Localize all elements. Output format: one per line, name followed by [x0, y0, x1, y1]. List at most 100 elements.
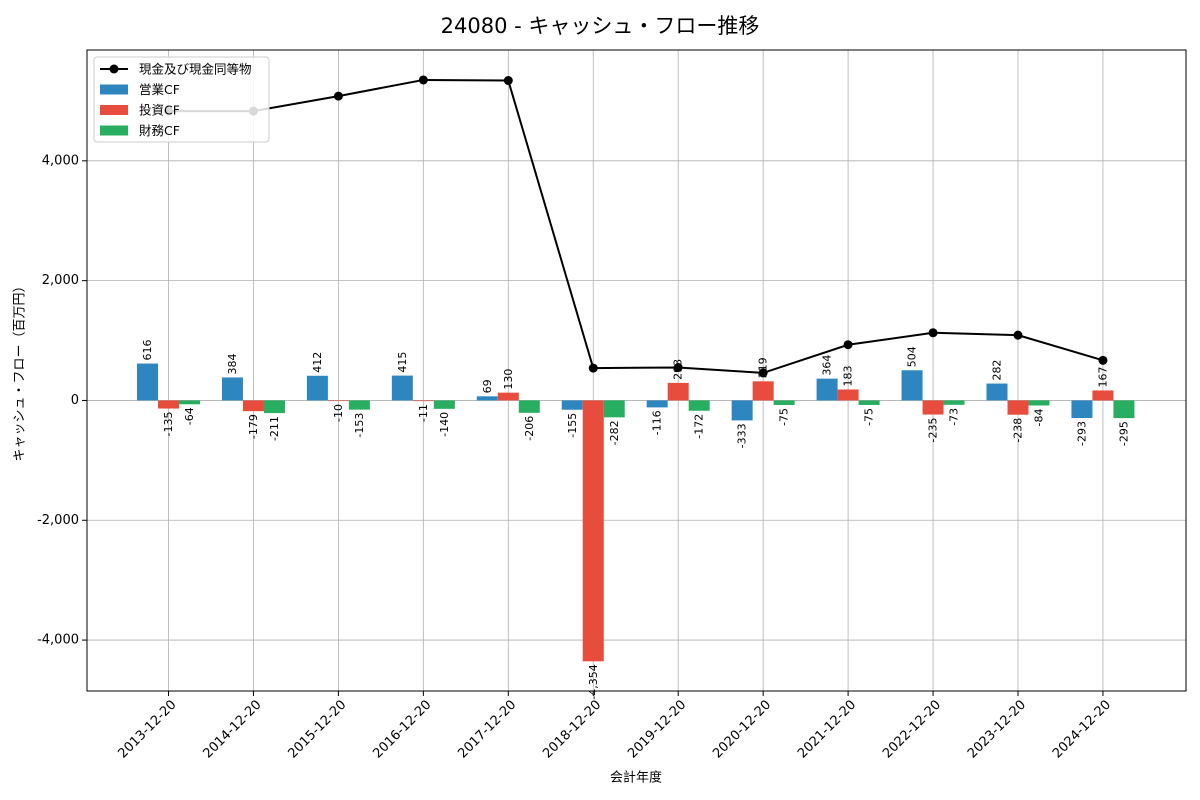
- line-point: [928, 328, 938, 338]
- x-tick-label: 2015-12-20: [285, 697, 349, 761]
- x-tick-label: 2019-12-20: [625, 697, 689, 761]
- data-label: -11: [417, 404, 430, 422]
- bar-投資CF: [158, 400, 179, 409]
- data-label: 384: [226, 353, 239, 374]
- data-label: 69: [481, 379, 494, 393]
- data-label: -75: [778, 408, 791, 426]
- bar-投資CF: [1007, 400, 1029, 415]
- bar-営業CF: [986, 383, 1008, 401]
- bar-投資CF: [837, 389, 859, 401]
- line-point: [503, 76, 513, 86]
- data-label: -73: [948, 408, 961, 426]
- bar-投資CF: [667, 382, 689, 401]
- legend-swatch: [100, 84, 128, 95]
- y-tick-label: 2,000: [42, 273, 79, 288]
- legend-entry: 投資CF: [139, 103, 180, 118]
- line-point: [673, 363, 683, 373]
- y-tick-label: -4,000: [37, 633, 79, 648]
- bar-投資CF: [242, 400, 264, 412]
- data-label: -282: [608, 420, 621, 445]
- bar-投資CF: [922, 400, 944, 415]
- line-point: [843, 340, 853, 350]
- y-axis-label: キャッシュ・フロー（百万円）: [13, 279, 28, 461]
- bar-財務CF: [433, 400, 455, 409]
- bar-投資CF: [412, 400, 434, 402]
- data-label: -10: [332, 404, 345, 422]
- data-label: -295: [1117, 421, 1130, 446]
- bar-財務CF: [943, 400, 965, 405]
- data-label: 282: [991, 360, 1004, 381]
- data-label: 415: [396, 352, 409, 373]
- data-label: -333: [736, 423, 749, 448]
- data-label: 412: [311, 352, 324, 373]
- bar-営業CF: [646, 400, 668, 408]
- line-現金及び現金同等物: [168, 78, 1104, 374]
- data-label: -172: [693, 414, 706, 439]
- x-tick-label: 2016-12-20: [370, 697, 434, 761]
- bar-財務CF: [263, 400, 285, 414]
- bar-投資CF: [1092, 390, 1114, 401]
- legend-marker: [109, 64, 119, 74]
- data-label: 130: [502, 369, 515, 390]
- legend-swatch: [100, 105, 128, 115]
- bar-営業CF: [731, 400, 753, 421]
- plot-frame: [86, 49, 1187, 692]
- data-label: 504: [906, 346, 919, 367]
- bar-財務CF: [603, 400, 625, 418]
- bar-財務CF: [1028, 400, 1050, 406]
- line-point: [758, 368, 768, 378]
- legend-box: [93, 56, 270, 143]
- x-tick-label: 2014-12-20: [200, 697, 264, 761]
- data-label: -179: [247, 414, 260, 439]
- bar-営業CF: [306, 375, 328, 401]
- data-label: -135: [162, 412, 175, 437]
- x-tick-label: 2023-12-20: [965, 697, 1029, 761]
- bar-投資CF: [327, 400, 349, 402]
- data-label: -235: [927, 418, 940, 443]
- bar-営業CF: [476, 396, 498, 401]
- bar-営業CF: [561, 400, 583, 410]
- x-tick-label: 2022-12-20: [880, 697, 944, 761]
- bar-営業CF: [137, 363, 158, 401]
- legend-swatch: [100, 125, 128, 136]
- bar-財務CF: [348, 400, 370, 410]
- bar-投資CF: [497, 392, 519, 401]
- bar-財務CF: [1113, 400, 1135, 419]
- x-tick-label: 2021-12-20: [795, 697, 859, 761]
- data-label: -140: [438, 412, 451, 437]
- bar-営業CF: [391, 375, 413, 401]
- x-tick-label: 2020-12-20: [710, 697, 774, 761]
- data-label: -238: [1012, 418, 1025, 443]
- bar-営業CF: [1071, 400, 1093, 419]
- chart-title: 24080 - キャッシュ・フロー推移: [441, 14, 760, 38]
- data-label: -293: [1075, 421, 1088, 446]
- data-label: -155: [566, 413, 579, 438]
- bar-財務CF: [858, 400, 880, 405]
- line-point: [418, 75, 428, 85]
- data-label: -64: [183, 407, 196, 425]
- plot-area: [87, 50, 1186, 691]
- x-axis-label: 会計年度: [610, 770, 662, 786]
- bar-投資CF: [582, 400, 604, 662]
- y-tick-label: -2,000: [37, 513, 79, 528]
- y-tick-label: 0: [71, 393, 79, 408]
- bar-営業CF: [901, 370, 923, 401]
- bar-財務CF: [688, 400, 710, 411]
- line-point: [1098, 355, 1108, 365]
- x-tick-label: 2017-12-20: [455, 697, 519, 761]
- legend-entry: 財務CF: [139, 123, 180, 138]
- data-label: -75: [863, 408, 876, 426]
- bar-財務CF: [518, 400, 540, 413]
- x-tick-label: 2024-12-20: [1050, 697, 1114, 761]
- x-tick-label: 2018-12-20: [540, 697, 604, 761]
- bar-財務CF: [773, 400, 795, 405]
- data-label: -153: [353, 413, 366, 438]
- data-label: -211: [268, 416, 281, 441]
- data-label: 167: [1096, 366, 1109, 387]
- bar-営業CF: [816, 378, 838, 401]
- bar-投資CF: [752, 381, 774, 401]
- line-point: [588, 363, 598, 373]
- x-tick-label: 2013-12-20: [116, 697, 180, 761]
